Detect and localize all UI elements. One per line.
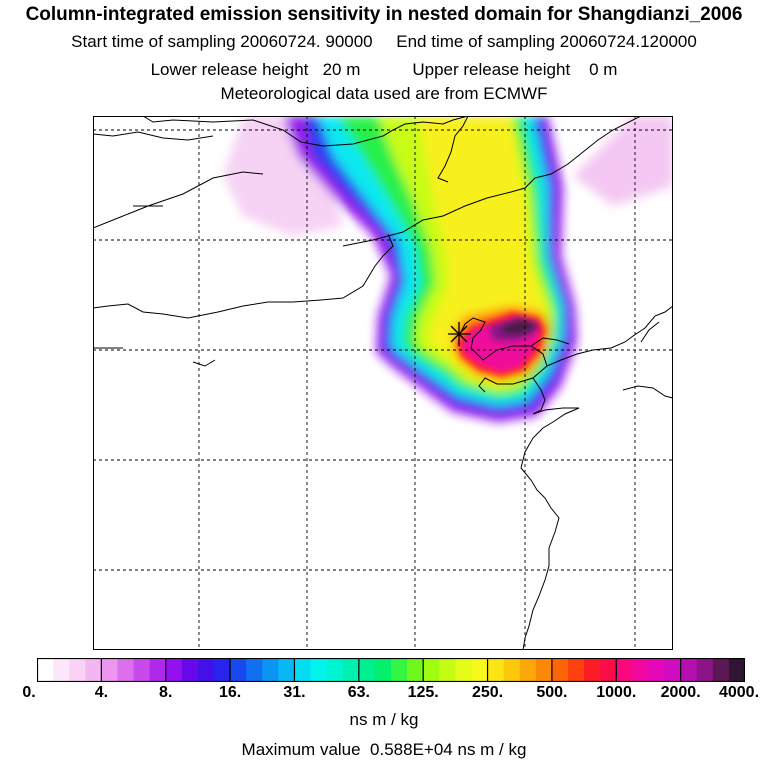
figure-title: Column-integrated emission sensitivity i… — [25, 4, 743, 25]
colorbar-cell — [294, 658, 312, 682]
maximum-value: Maximum value 0.588E+04 ns m / kg — [0, 740, 768, 760]
colorbar-tick-label: 1000. — [596, 684, 637, 701]
colorbar-cell — [632, 658, 650, 682]
end-time: End time of sampling 20060724.120000 — [396, 32, 697, 51]
colorbar-cell — [149, 658, 167, 682]
colorbar-tick-label: 63. — [347, 684, 370, 701]
max-label: Maximum value — [241, 740, 361, 759]
colorbar-cell — [262, 658, 279, 682]
colorbar-major-dividers — [100, 658, 682, 682]
colorbar-frame — [37, 658, 745, 682]
colorbar-cell — [664, 658, 682, 682]
colorbar-cell — [696, 658, 714, 682]
colorbar-tick-label: 2000. — [660, 684, 701, 701]
met-data-source: Meteorological data used are from ECMWF — [220, 84, 548, 103]
colorbar-tick-label: 4000. — [718, 684, 760, 701]
colorbar-cell — [487, 658, 505, 682]
lat-lon-grid — [93, 116, 673, 650]
colorbar-cell — [101, 658, 119, 682]
colorbar-cell — [648, 658, 666, 682]
colorbar-cell — [407, 658, 424, 682]
colorbar-cell — [391, 658, 408, 682]
colorbar-cell — [53, 658, 70, 682]
colorbar-cell — [342, 658, 360, 682]
colorbar-cell — [358, 658, 376, 682]
lower-release-value: 20 m — [322, 60, 361, 79]
colorbar-cell — [503, 658, 521, 682]
upper-release-value: 0 m — [589, 60, 618, 79]
colorbar-cell — [712, 658, 730, 682]
colorbar-cell — [310, 658, 328, 682]
colorbar-cell — [423, 658, 440, 682]
colorbar-tick-label: 16. — [218, 684, 242, 701]
colorbar-tick-label: 0. — [22, 684, 36, 701]
release-heights: Lower release height 20 m Upper release … — [0, 60, 768, 80]
colorbar-tick-label: 250. — [471, 684, 504, 701]
colorbar-cell — [181, 658, 199, 682]
colorbar-cell — [246, 658, 263, 682]
colorbar-cell — [680, 658, 698, 682]
colorbar-cell — [439, 658, 456, 682]
colorbar-cell — [551, 658, 569, 682]
colorbar-tick-label: 4. — [94, 684, 109, 701]
upper-release-label: Upper release height — [412, 60, 571, 79]
map-frame — [93, 116, 673, 650]
colorbar-tick-label: 8. — [159, 684, 173, 701]
colorbar-cell — [69, 658, 86, 682]
colorbar-cell — [535, 658, 553, 682]
colorbar-cell — [214, 658, 231, 682]
max-number: 0.588E+04 ns m / kg — [370, 740, 527, 759]
colorbar-cell — [133, 658, 151, 682]
sensitivity-field — [223, 116, 673, 422]
colorbar-cell — [616, 658, 633, 682]
colorbar-cell — [600, 658, 617, 682]
colorbar-cell — [471, 658, 489, 682]
colorbar-cell — [230, 658, 247, 682]
colorbar-cell — [117, 658, 135, 682]
colorbar-cell — [519, 658, 537, 682]
colorbar-cell — [197, 658, 215, 682]
colorbar-cell — [568, 658, 585, 682]
colorbar-tick-label: 500. — [536, 684, 568, 701]
colorbar-cell — [165, 658, 183, 682]
colorbar-tick-label: 31. — [283, 684, 306, 701]
colorbar-cell — [37, 658, 54, 682]
colorbar-cell — [728, 658, 745, 682]
colorbar-cell — [455, 658, 473, 682]
sampling-times: Start time of sampling 20060724. 90000 E… — [0, 32, 768, 52]
station-cross-icon — [448, 322, 471, 346]
colorbar — [37, 658, 745, 682]
lower-release-label: Lower release height — [150, 60, 309, 79]
colorbar-cell — [85, 658, 102, 682]
colorbar-cell — [584, 658, 601, 682]
start-time: Start time of sampling 20060724. 90000 — [71, 32, 373, 51]
emission-sensitivity-map — [93, 116, 673, 650]
colorbar-cell — [374, 658, 392, 682]
colorbar-cells — [37, 658, 745, 682]
colorbar-cell — [326, 658, 344, 682]
colorbar-cell — [278, 658, 296, 682]
colorbar-tick-label: 125. — [407, 684, 439, 701]
colorbar-units: ns m / kg — [349, 710, 419, 729]
